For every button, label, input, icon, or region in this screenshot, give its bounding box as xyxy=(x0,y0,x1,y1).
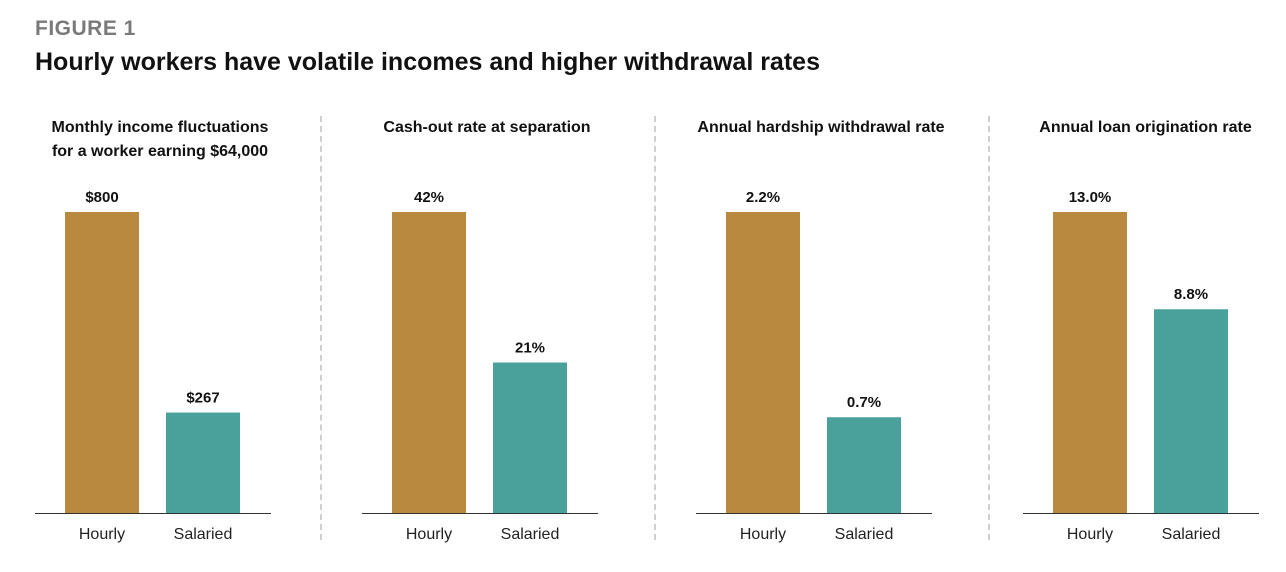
panel-title-line: Monthly income fluctuations xyxy=(51,119,269,136)
bar-hourly xyxy=(65,212,139,513)
bar-chart: 13.0% Hourly 8.8% Salaried xyxy=(1023,189,1259,543)
data-label-hourly: $800 xyxy=(85,189,118,206)
figure-title: Hourly workers have volatile incomes and… xyxy=(35,48,820,76)
panel-title: Monthly income fluctuations for a worker… xyxy=(20,116,300,164)
data-label-hourly: 2.2% xyxy=(746,189,780,206)
panel-divider xyxy=(988,116,990,540)
category-label-salaried: Salaried xyxy=(835,526,894,543)
chart-panel-income-fluctuations: Monthly income fluctuations for a worker… xyxy=(20,0,300,572)
panel-divider xyxy=(654,116,656,540)
panel-title: Cash-out rate at separation xyxy=(347,116,627,140)
bar-hourly xyxy=(1053,212,1127,513)
data-label-salaried: 0.7% xyxy=(847,394,881,411)
data-label-hourly: 13.0% xyxy=(1069,189,1112,206)
bar-salaried xyxy=(166,412,240,513)
bar-salaried xyxy=(493,362,567,513)
category-label-salaried: Salaried xyxy=(1162,526,1221,543)
category-label-hourly: Hourly xyxy=(1067,526,1113,543)
panel-title-line: Annual hardship withdrawal rate xyxy=(697,119,945,136)
chart-panel-cash-out-rate: Cash-out rate at separation 42% Hourly 21%… xyxy=(347,0,627,572)
category-label-hourly: Hourly xyxy=(406,526,452,543)
category-label-hourly: Hourly xyxy=(79,526,125,543)
bar-chart: 2.2% Hourly 0.7% Salaried xyxy=(696,189,932,543)
bar-chart: 42% Hourly 21% Salaried xyxy=(362,189,598,543)
data-label-salaried: 8.8% xyxy=(1174,286,1208,303)
bar-salaried xyxy=(1154,309,1228,513)
chart-panel-loan-origination: Annual loan origination rate 13.0% Hourly… xyxy=(1008,0,1283,572)
panel-title: Annual hardship withdrawal rate xyxy=(681,116,961,140)
panel-title-line: for a worker earning $64,000 xyxy=(51,143,269,160)
panel-title-line: Cash-out rate at separation xyxy=(383,119,591,136)
panel-title-line: Annual loan origination rate xyxy=(1039,119,1252,136)
figure-label: FIGURE 1 xyxy=(35,17,136,40)
data-label-salaried: $267 xyxy=(186,390,219,407)
bar-hourly xyxy=(726,212,800,513)
chart-panel-hardship-withdrawal: Annual hardship withdrawal rate 2.2% Hour… xyxy=(681,0,961,572)
data-label-hourly: 42% xyxy=(414,189,444,206)
bar-salaried xyxy=(827,417,901,513)
category-label-salaried: Salaried xyxy=(501,526,560,543)
category-label-salaried: Salaried xyxy=(174,526,233,543)
category-label-hourly: Hourly xyxy=(740,526,786,543)
bar-hourly xyxy=(392,212,466,513)
data-label-salaried: 21% xyxy=(515,340,545,357)
bar-chart: $800 Hourly $267 Salaried xyxy=(35,189,271,543)
panel-divider xyxy=(320,116,322,540)
panel-title: Annual loan origination rate xyxy=(1008,116,1283,140)
